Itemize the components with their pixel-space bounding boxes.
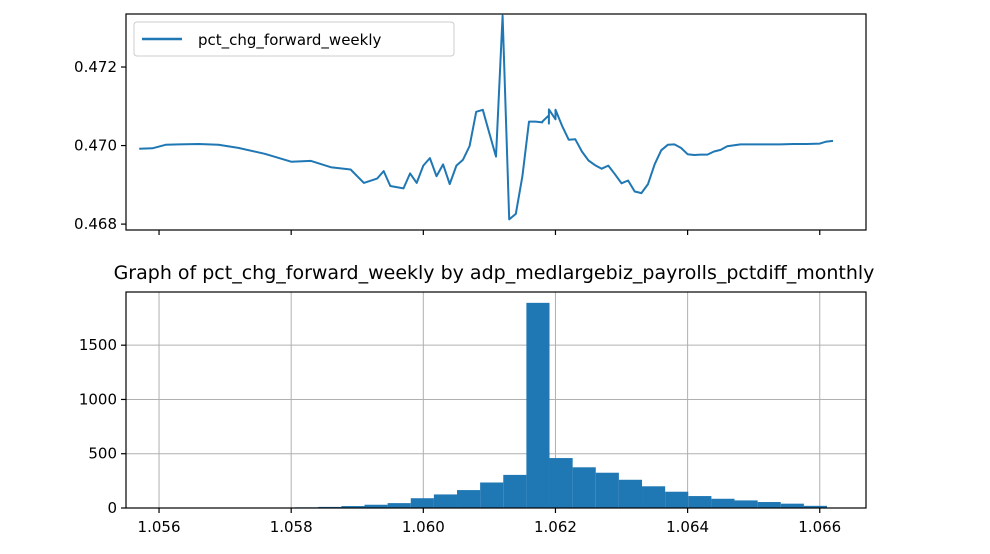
legend-entry-label: pct_chg_forward_weekly xyxy=(198,31,382,50)
bottom-y-ticks: 0 500 1000 1500 xyxy=(79,336,126,517)
histogram-bar xyxy=(757,502,781,508)
line-series-0 xyxy=(139,14,834,221)
bottom-y-tick-label-3: 1500 xyxy=(79,336,117,354)
histogram-bar xyxy=(549,458,573,508)
bottom-x-tick-label-0: 1.056 xyxy=(138,518,181,536)
bottom-grid xyxy=(126,292,866,509)
bottom-x-tick-label-1: 1.058 xyxy=(270,518,313,536)
top-y-tick-label-2: 0.472 xyxy=(74,58,117,76)
histogram-bar xyxy=(503,474,527,508)
bottom-y-tick-label-0: 0 xyxy=(107,499,117,517)
histogram-bar xyxy=(526,302,550,508)
top-y-ticks: 0.468 0.470 0.472 xyxy=(74,58,126,233)
bottom-x-ticks: 1.056 1.058 1.060 1.062 1.064 1.066 xyxy=(138,508,841,536)
top-y-tick-label-0: 0.468 xyxy=(74,215,117,233)
histogram-bar xyxy=(688,496,712,508)
histogram-bar xyxy=(618,479,643,508)
histogram-bar xyxy=(410,498,434,508)
histogram-bar xyxy=(341,506,365,508)
bottom-x-tick-label-5: 1.066 xyxy=(798,518,841,536)
bottom-x-tick-label-2: 1.060 xyxy=(402,518,445,536)
histogram-bars xyxy=(133,302,828,508)
legend: pct_chg_forward_weekly xyxy=(133,21,455,57)
histogram-bar xyxy=(480,482,504,508)
histogram-bar xyxy=(433,494,458,508)
histogram-bar xyxy=(595,472,619,508)
top-panel: 0.468 0.470 0.472 pct_chg_forward_weekly xyxy=(74,13,867,235)
top-y-tick-label-1: 0.470 xyxy=(74,137,117,155)
top-line-series xyxy=(139,14,834,221)
histogram-bar xyxy=(364,504,388,508)
bottom-chart-title: Graph of pct_chg_forward_weekly by adp_m… xyxy=(114,262,875,284)
histogram-bar xyxy=(642,486,666,508)
histogram-bar xyxy=(734,500,758,508)
bottom-y-tick-label-2: 1000 xyxy=(79,390,117,408)
bottom-x-tick-label-4: 1.064 xyxy=(666,518,709,536)
bottom-axes-frame xyxy=(125,291,867,509)
top-x-ticks xyxy=(158,230,821,235)
histogram-bar xyxy=(457,490,481,508)
histogram-bar xyxy=(803,505,828,508)
histogram-bar xyxy=(711,498,735,508)
bottom-x-tick-label-3: 1.062 xyxy=(534,518,577,536)
bottom-y-tick-label-1: 500 xyxy=(88,445,117,463)
histogram-bar xyxy=(387,503,411,508)
bottom-panel: Graph of pct_chg_forward_weekly by adp_m… xyxy=(79,262,875,536)
top-axes-frame xyxy=(125,13,867,231)
histogram-bar xyxy=(665,491,689,508)
legend-box xyxy=(133,21,455,57)
histogram-bar xyxy=(780,503,804,508)
histogram-bar xyxy=(572,467,596,508)
